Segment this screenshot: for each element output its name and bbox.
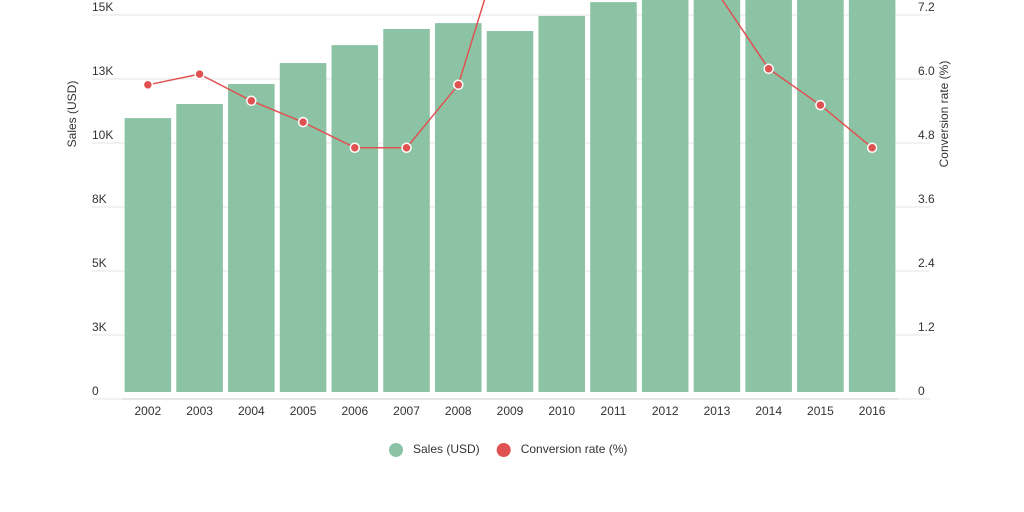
x-tick-label: 2010 — [548, 404, 575, 418]
line — [147, 0, 873, 149]
bar — [641, 0, 689, 392]
line-point — [297, 116, 309, 128]
x-tick-label: 2002 — [135, 404, 162, 418]
line-point — [401, 142, 412, 153]
bar — [228, 84, 275, 393]
x-tick-label: 2012 — [652, 404, 679, 418]
legend-label: Sales (USD) — [413, 442, 480, 456]
y-tick-label: 3K — [92, 320, 107, 334]
y-tick-label: 0 — [92, 384, 99, 398]
y-tick-label: 10K — [92, 128, 113, 142]
line-point — [349, 142, 361, 153]
line-point — [194, 68, 205, 80]
y2-tick-label: 6.0 — [918, 64, 935, 78]
x-tick-label: 2009 — [497, 404, 524, 418]
legend-label: Conversion rate (%) — [521, 442, 628, 456]
bar — [590, 2, 637, 393]
x-tick-label: 2013 — [704, 404, 731, 418]
y2-tick-label: 0 — [918, 384, 925, 398]
x-tick-label: 2014 — [755, 404, 782, 418]
x-tick-label: 2007 — [393, 404, 420, 418]
y-tick-label: 13K — [92, 64, 113, 78]
x-tick-label: 2016 — [859, 404, 886, 418]
bar — [486, 31, 534, 392]
y2-tick-label: 3.6 — [918, 192, 935, 206]
bar — [745, 0, 792, 392]
bar — [176, 104, 223, 392]
bar — [279, 63, 327, 392]
bar — [848, 0, 896, 393]
line-point — [763, 63, 774, 75]
bar — [693, 0, 741, 393]
bar — [797, 0, 844, 393]
x-tick-label: 2004 — [238, 404, 265, 418]
x-tick-label: 2008 — [445, 404, 472, 418]
line-point — [815, 99, 826, 111]
y-tick-label: 8K — [92, 192, 107, 206]
line-point — [866, 142, 878, 153]
y2-tick-label: 2.4 — [918, 256, 935, 270]
y-tick-label: 5K — [92, 256, 107, 270]
y2-tick-label: 4.8 — [918, 128, 935, 142]
bar — [434, 23, 482, 392]
x-tick-label: 2005 — [290, 404, 317, 418]
x-tick-label: 2011 — [601, 404, 627, 418]
bar — [124, 118, 172, 392]
y-axis-title: Sales (USD) — [65, 81, 79, 148]
bar — [538, 15, 586, 392]
x-tick-label: 2015 — [807, 404, 834, 418]
line-point — [453, 79, 464, 91]
y2-axis-title: Conversion rate (%) — [937, 61, 951, 168]
bar — [331, 45, 379, 393]
y2-tick-label: 7.2 — [918, 0, 935, 14]
x-tick-label: 2003 — [186, 404, 213, 418]
y2-tick-label: 1.2 — [918, 320, 935, 334]
y-tick-label: 15K — [92, 0, 113, 14]
line-point — [142, 79, 154, 91]
line-point — [246, 95, 257, 107]
legend-swatch — [496, 443, 511, 457]
legend-swatch — [389, 443, 403, 457]
x-tick-label: 2006 — [341, 404, 368, 418]
bar — [383, 28, 430, 392]
